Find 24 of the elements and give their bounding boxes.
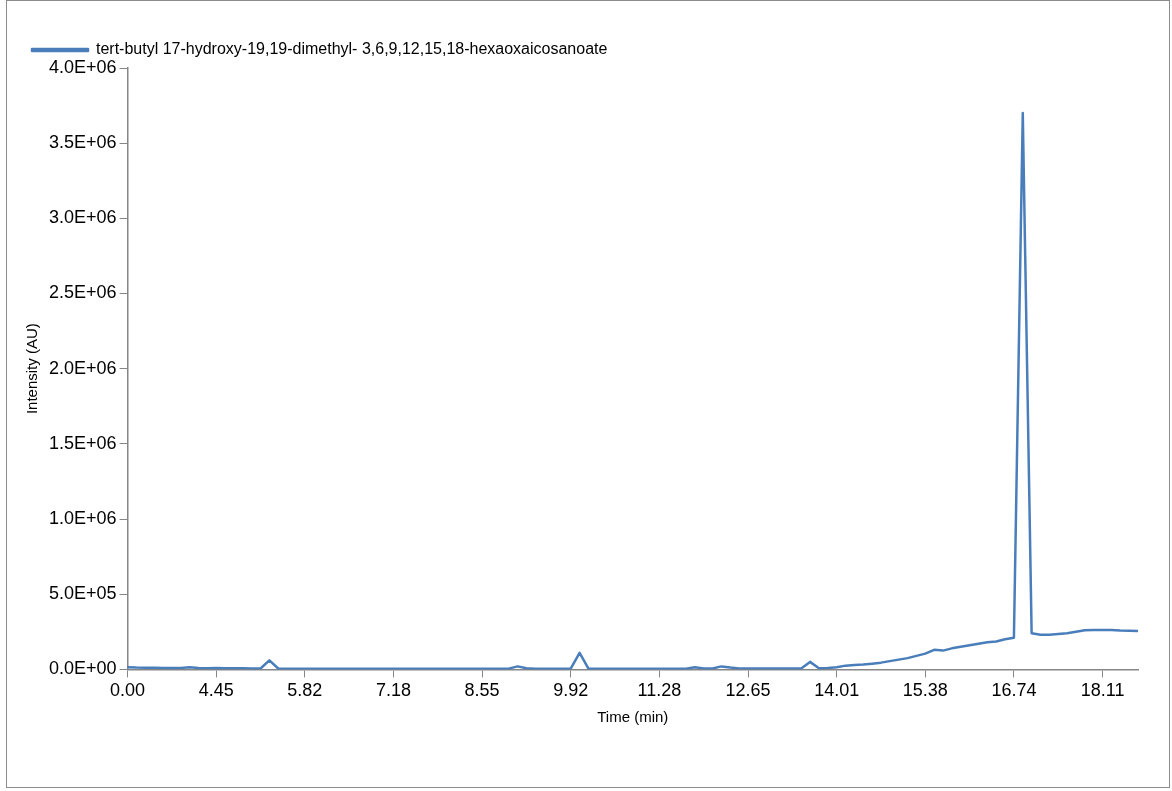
y-tick-label: 5.0E+05 <box>49 583 117 604</box>
y-tick-label: 4.0E+06 <box>49 56 117 77</box>
y-axis-title: Intensity (AU) <box>23 323 41 415</box>
y-tick-label: 3.0E+06 <box>49 207 117 228</box>
x-tick-label: 7.18 <box>375 680 411 701</box>
y-tick-label: 1.0E+06 <box>49 508 117 529</box>
x-axis-title: Time (min) <box>597 708 669 726</box>
y-tick-label: 3.5E+06 <box>49 132 117 153</box>
x-tick-label: 5.82 <box>287 680 323 701</box>
x-tick-label: 12.65 <box>725 680 771 701</box>
y-tick-label: 0.0E+00 <box>49 658 117 679</box>
x-tick-label: 9.92 <box>553 680 589 701</box>
x-tick-label: 18.11 <box>1080 680 1125 701</box>
y-tick-label: 2.5E+06 <box>49 282 117 303</box>
x-tick-label: 14.01 <box>814 680 860 701</box>
legend-label: tert-butyl 17-hydroxy-19,19-dimethyl- 3,6,9,12,15,18-hexaoxaicosanoate <box>96 40 608 58</box>
x-tick-label: 11.28 <box>637 680 682 701</box>
x-tick-label: 16.74 <box>991 680 1037 701</box>
x-tick-label: 0.00 <box>110 680 146 701</box>
x-tick-label: 8.55 <box>464 680 500 701</box>
y-tick-label: 1.5E+06 <box>49 432 117 453</box>
y-tick-label: 2.0E+06 <box>49 357 117 378</box>
x-tick-label: 15.38 <box>902 680 948 701</box>
x-tick-label: 4.45 <box>198 680 234 701</box>
